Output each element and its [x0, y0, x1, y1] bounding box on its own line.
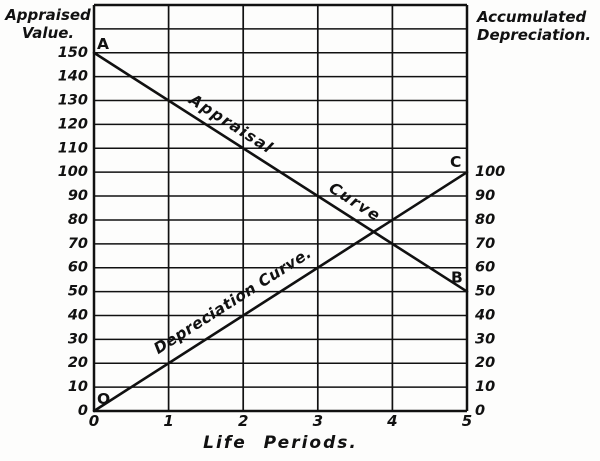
point-label-O: O [97, 390, 110, 408]
left-axis-tick-label: 10 [68, 379, 88, 395]
right-axis-tick-label: 100 [475, 164, 505, 180]
depreciation-curve-line [92, 170, 469, 413]
x-axis-tick-label: 4 [386, 412, 397, 430]
left-axis-title-line1: Appraised [5, 6, 91, 24]
x-axis-tick-label: 3 [313, 412, 323, 430]
x-axis-title: Life Periods. [203, 433, 358, 453]
left-axis-tick-label: 50 [68, 284, 88, 300]
left-axis-tick-label: 110 [58, 140, 88, 156]
point-label-B: B [451, 269, 463, 287]
right-axis-tick-label: 10 [475, 379, 495, 395]
point-label-A: A [97, 35, 109, 53]
left-axis-tick-label: 40 [67, 307, 88, 323]
left-axis-tick-label: 90 [68, 188, 88, 204]
left-axis-tick-label: 20 [68, 355, 88, 371]
right-axis-tick-label: 70 [475, 236, 495, 252]
right-axis-title-line1: Accumulated [477, 8, 587, 26]
right-axis-tick-label: 30 [475, 331, 495, 347]
right-axis-tick-label: 90 [475, 188, 495, 204]
left-axis-title-line2: Value. [21, 24, 75, 43]
line-label-depreciation-curve: Depreciation Curve. [151, 244, 315, 358]
right-axis-title: Accumulated Depreciation. [477, 8, 599, 45]
left-axis-tick-label: 60 [68, 260, 88, 276]
left-axis-tick-label: 100 [58, 164, 88, 180]
right-axis-tick-label: 60 [475, 260, 495, 276]
left-axis-tick-label: 120 [58, 116, 88, 132]
left-axis-tick-label: 130 [58, 93, 88, 109]
right-axis-tick-label: 20 [475, 355, 495, 371]
x-axis-tick-label: 0 [89, 412, 99, 430]
x-axis-tick-label: 1 [163, 412, 173, 430]
left-axis-tick-label: 0 [78, 403, 88, 419]
right-axis-tick-label: 50 [475, 284, 495, 300]
left-axis-tick-label: 150 [58, 45, 88, 61]
right-axis-tick-label: 40 [474, 307, 495, 323]
left-axis-tick-label: 70 [68, 236, 88, 252]
left-axis-tick-label: 80 [68, 212, 88, 228]
left-axis-tick-label: 140 [58, 69, 88, 85]
x-axis-tick-label: 2 [238, 412, 248, 430]
appraisal-curve-line [92, 51, 469, 293]
x-axis-tick-label: 5 [462, 412, 472, 430]
point-label-C: C [450, 153, 461, 171]
left-axis-tick-label: 30 [68, 331, 88, 347]
left-axis-title: Appraised Value. [0, 6, 96, 43]
right-axis-tick-label: 0 [475, 403, 485, 419]
right-axis-title-line2: Depreciation. [477, 26, 592, 45]
right-axis-tick-label: 80 [475, 212, 495, 228]
